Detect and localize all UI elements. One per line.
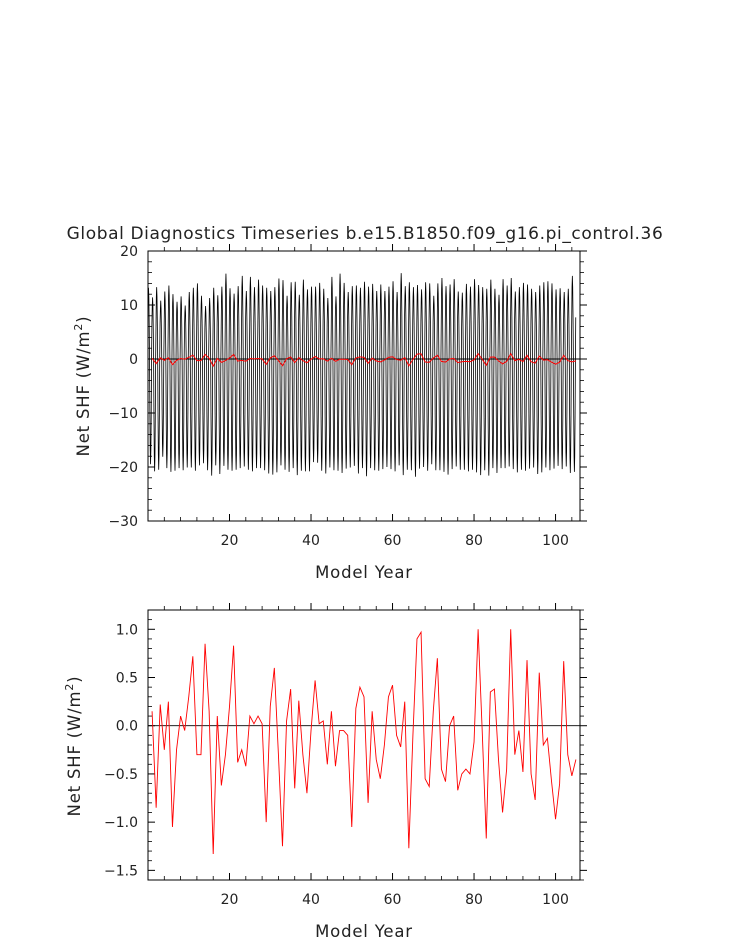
y-tick-label: −30 bbox=[108, 514, 138, 530]
y-tick-label: −1.0 bbox=[104, 815, 138, 831]
top-panel: 20 40 60 80 100 −30 −20 −10 0 10 20 Model Year Net… bbox=[72, 244, 587, 582]
y-tick-label: 0.5 bbox=[116, 671, 138, 687]
x-tick-label: 80 bbox=[465, 533, 483, 549]
y-tick-label: −0.5 bbox=[104, 767, 138, 783]
top-tick-labels: 20 40 60 80 100 −30 −20 −10 0 10 20 bbox=[108, 244, 568, 549]
y-tick-label: −20 bbox=[108, 460, 138, 476]
y-tick-label: 1.0 bbox=[116, 622, 138, 638]
x-tick-label: 100 bbox=[542, 892, 569, 908]
top-y-axis-label-text: Net SHF (W/m bbox=[74, 331, 93, 457]
bottom-y-axis-label-text: Net SHF (W/m bbox=[65, 691, 84, 817]
bottom-ticks bbox=[148, 603, 587, 881]
bottom-y-axis-label-close: ) bbox=[65, 676, 84, 683]
x-tick-label: 100 bbox=[542, 533, 569, 549]
bottom-panel: 20 40 60 80 100 −1.5 −1.0 −0.5 0.0 0.5 1.0 Model Y… bbox=[63, 603, 587, 941]
x-tick-label: 60 bbox=[384, 533, 402, 549]
bottom-series-line bbox=[151, 629, 577, 854]
y-tick-label: 0.0 bbox=[116, 719, 138, 735]
bottom-y-axis-label: Net SHF (W/m2) bbox=[63, 676, 84, 817]
top-monthly-series-line bbox=[147, 273, 577, 477]
y-tick-label: −10 bbox=[108, 406, 138, 422]
bottom-tick-labels: 20 40 60 80 100 −1.5 −1.0 −0.5 0.0 0.5 1.0 bbox=[104, 622, 569, 908]
top-x-axis-label: Model Year bbox=[315, 563, 413, 582]
x-tick-label: 80 bbox=[465, 892, 483, 908]
y-tick-label: 10 bbox=[120, 298, 138, 314]
x-tick-label: 40 bbox=[302, 533, 320, 549]
top-y-axis-label-superscript: 2 bbox=[72, 323, 85, 331]
top-y-axis-label-close: ) bbox=[74, 316, 93, 323]
top-y-axis-label: Net SHF (W/m2) bbox=[72, 316, 93, 457]
top-plot-frame bbox=[147, 250, 581, 522]
chart-title: Global Diagnostics Timeseries b.e15.B185… bbox=[67, 224, 664, 244]
bottom-y-axis-label-superscript: 2 bbox=[63, 683, 76, 691]
x-tick-label: 40 bbox=[302, 892, 320, 908]
x-tick-label: 20 bbox=[221, 533, 239, 549]
y-tick-label: 20 bbox=[120, 244, 138, 260]
x-tick-label: 60 bbox=[384, 892, 402, 908]
y-tick-label: 0 bbox=[129, 352, 138, 368]
y-tick-label: −1.5 bbox=[104, 863, 138, 879]
x-tick-label: 20 bbox=[221, 892, 239, 908]
top-annual-series-line bbox=[151, 352, 577, 368]
bottom-x-axis-label: Model Year bbox=[315, 922, 413, 941]
